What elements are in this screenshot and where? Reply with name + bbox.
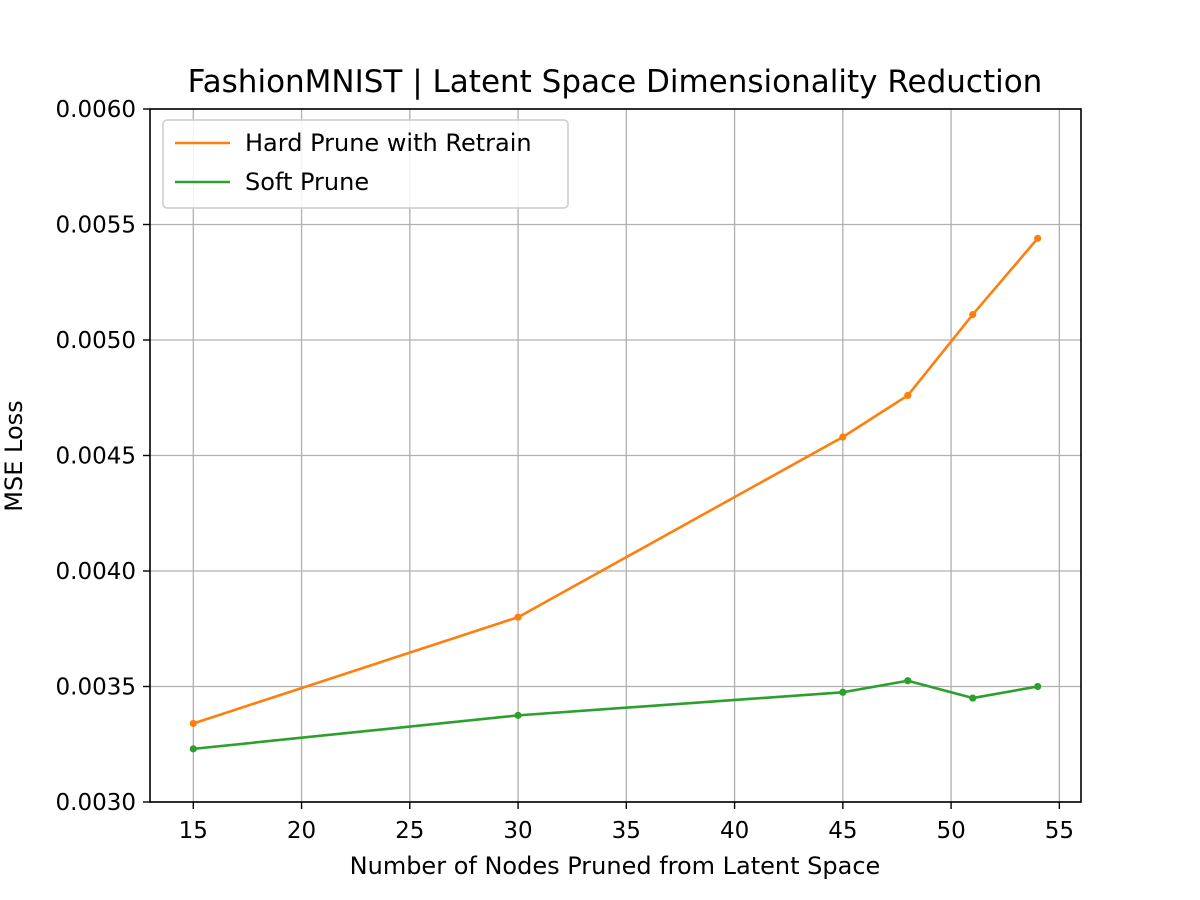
x-tick-label: 35 [612, 818, 641, 844]
x-tick-label: 55 [1045, 818, 1074, 844]
x-tick-label: 25 [395, 818, 424, 844]
data-point-hard-prune [189, 719, 197, 728]
data-point-hard-prune [839, 433, 847, 441]
x-tick-label: 40 [720, 818, 749, 844]
data-point-soft-prune [189, 745, 197, 753]
y-tick-label: 0.0050 [56, 328, 136, 354]
series-layer [189, 234, 1042, 753]
y-tick-label: 0.0045 [56, 444, 136, 470]
chart-title: FashionMNIST | Latent Space Dimensionali… [188, 64, 1043, 100]
y-tick-label: 0.0060 [56, 97, 136, 123]
legend-label-hard-prune: Hard Prune with Retrain [245, 129, 532, 157]
data-point-hard-prune [904, 391, 912, 400]
x-axis-label: Number of Nodes Pruned from Latent Space [350, 852, 881, 880]
data-point-soft-prune [514, 711, 522, 719]
legend-box [162, 119, 569, 209]
legend-label-soft-prune: Soft Prune [245, 168, 369, 196]
series-line-soft-prune [193, 679, 1038, 751]
data-point-soft-prune [839, 688, 847, 696]
y-tick-label: 0.0030 [56, 790, 136, 816]
x-tick-label: 50 [936, 818, 965, 844]
data-point-hard-prune [1034, 234, 1042, 242]
series-line-hard-prune [192, 237, 1039, 725]
x-tick-label: 20 [287, 818, 316, 844]
data-point-hard-prune [514, 613, 522, 621]
data-point-soft-prune [1034, 682, 1042, 691]
axis-ticks: 15 20 25 30 35 40 45 50 55 0.0030 0.0035 0.0040 0.00… [56, 97, 1074, 844]
y-tick-label: 0.0035 [56, 675, 136, 701]
y-tick-label: 0.0055 [56, 213, 136, 239]
grid [150, 108, 1081, 803]
data-point-hard-prune [969, 310, 977, 319]
y-tick-label: 0.0040 [56, 559, 136, 585]
y-axis-label: MSE Loss [0, 400, 28, 511]
x-tick-label: 15 [179, 818, 208, 844]
data-point-soft-prune [904, 677, 912, 685]
legend: Hard Prune with Retrain Soft Prune [162, 119, 569, 209]
data-point-soft-prune [969, 694, 977, 702]
x-tick-label: 45 [828, 818, 857, 844]
x-tick-label: 30 [503, 818, 532, 844]
